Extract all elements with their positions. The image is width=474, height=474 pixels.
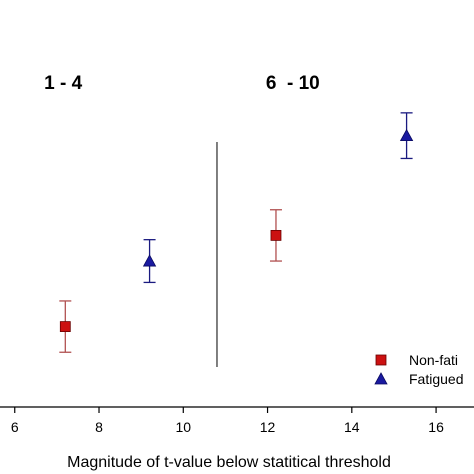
x-tick-label: 16 xyxy=(428,419,444,435)
legend-square-marker xyxy=(375,354,387,366)
data-point xyxy=(59,300,72,353)
x-tick-label: 8 xyxy=(95,419,103,435)
data-point xyxy=(142,239,157,284)
data-point xyxy=(269,209,282,262)
legend-label: Non-fati xyxy=(409,352,458,368)
triangle-marker xyxy=(142,254,157,267)
legend-label: Fatigued xyxy=(409,371,463,387)
series-layer xyxy=(59,112,414,353)
legend: Non-fati Fatigued xyxy=(374,352,463,387)
group-label: 6 - 10 xyxy=(266,73,320,94)
x-tick-label: 12 xyxy=(260,419,276,435)
x-axis-title: Magnitude of t-value below statitical th… xyxy=(67,454,391,471)
triangle-marker xyxy=(399,128,414,142)
x-tick-label: 14 xyxy=(344,419,360,435)
square-marker xyxy=(59,321,71,333)
square-marker xyxy=(270,229,282,241)
group-labels: 1 - 4 6 - 10 xyxy=(44,73,320,94)
x-tick-label: 10 xyxy=(175,419,191,435)
x-axis-ticks: 6 8 10 12 14 16 xyxy=(11,407,444,435)
x-tick-label: 6 xyxy=(11,419,19,435)
legend-triangle-marker xyxy=(374,372,388,385)
group-label: 1 - 4 xyxy=(44,73,82,94)
data-point xyxy=(399,112,414,160)
